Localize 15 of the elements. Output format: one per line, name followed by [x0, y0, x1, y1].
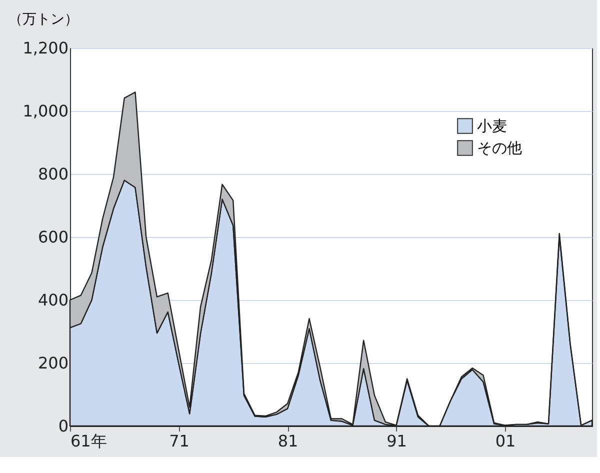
y-tick-label: 400 — [38, 290, 68, 310]
x-tick-label: 01 — [495, 432, 516, 450]
legend-label: その他 — [477, 139, 522, 157]
x-tick-label: 71 — [169, 432, 190, 450]
x-tick-label: 91 — [386, 432, 407, 450]
y-tick-label: 1,000 — [22, 102, 68, 120]
y-tick-label: 200 — [38, 354, 68, 372]
x-tick-label: 81 — [278, 432, 298, 450]
y-tick-label: 800 — [38, 164, 68, 184]
legend-label: 小麦 — [477, 117, 507, 135]
y-axis-title: （万トン） — [8, 12, 78, 28]
y-tick-label: 1,200 — [22, 38, 68, 58]
y-tick-label: 600 — [38, 228, 68, 246]
x-tick-label: 61年 — [70, 432, 107, 450]
y-tick-label: 0 — [58, 416, 68, 436]
